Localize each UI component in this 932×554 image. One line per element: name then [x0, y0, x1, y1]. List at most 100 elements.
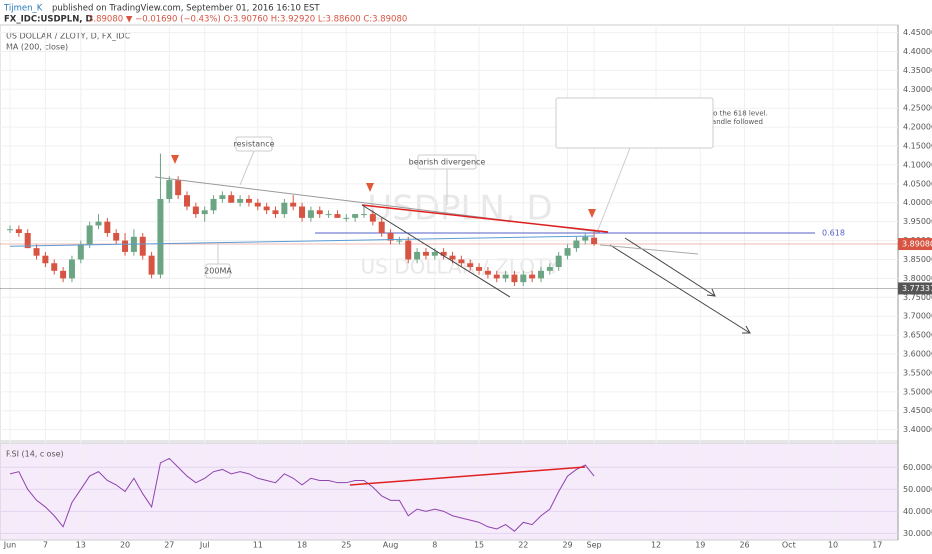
candle-body: [237, 198, 244, 203]
candle-body: [582, 236, 589, 241]
candle-body: [573, 240, 580, 249]
x-tick-label: Jul: [199, 541, 210, 550]
candle-body: [15, 229, 22, 233]
candle-body: [405, 240, 412, 260]
candle-body: [77, 244, 84, 260]
ma-line: [9, 235, 595, 247]
candle-body: [7, 229, 13, 231]
candle-body: [440, 251, 447, 256]
y-tick-label: 3.85000: [903, 255, 932, 264]
candle-body: [564, 248, 571, 256]
candle-body: [538, 270, 544, 279]
candle-body: [378, 221, 385, 233]
candle-body: [316, 210, 323, 215]
arrow-line: [624, 237, 716, 297]
candle-body: [104, 221, 111, 233]
candle-body: [431, 251, 438, 256]
y-tick-label: 3.70000: [903, 312, 932, 321]
candle-body: [33, 248, 40, 256]
candle-body: [387, 233, 394, 241]
y-tick-label: 4.00000: [903, 198, 932, 207]
candle-body: [51, 263, 58, 271]
main-legend: US DOLLAR / ZLOTY, D, FX_IDC: [6, 32, 131, 41]
x-tick-label: 8: [432, 541, 437, 550]
y-tick-label: 30.0000: [903, 529, 932, 538]
x-tick-label: 13: [76, 541, 86, 550]
rsi-pane: [0, 442, 899, 541]
y-tick-label: 4.05000: [903, 179, 932, 188]
annotation: bearish divergence: [409, 158, 486, 167]
annotation: resistance: [233, 140, 274, 149]
candle-body: [334, 214, 341, 218]
x-tick-label: 20: [120, 541, 130, 550]
x-tick-label: 22: [518, 541, 528, 550]
candle-body: [148, 255, 155, 275]
candle-body: [166, 180, 173, 199]
ma-legend: MA (200, close): [6, 43, 68, 52]
y-tick-label: 4.10000: [903, 160, 932, 169]
x-tick-label: 26: [739, 541, 749, 550]
candle-body: [458, 259, 465, 264]
y-tick-label: 4.35000: [903, 66, 932, 75]
rsi-divergence-line: [349, 466, 586, 486]
x-tick-label: Oct: [782, 541, 796, 550]
candle-body: [219, 195, 226, 199]
candle-body: [281, 202, 288, 215]
annotation: 200MA: [204, 267, 232, 276]
y-tick-label: 4.45000: [903, 28, 932, 37]
price-label: 3.89080: [902, 240, 932, 249]
y-tick-label: 60.0000: [903, 463, 932, 472]
x-tick-label: 17: [872, 541, 882, 550]
candle-body: [228, 195, 235, 203]
y-tick-label: 3.95000: [903, 217, 932, 226]
author[interactable]: Tijmen_K: [3, 4, 43, 14]
candle-body: [396, 240, 403, 242]
x-tick-label: 11: [253, 541, 263, 550]
candle-body: [555, 255, 562, 268]
arrow-head: [706, 288, 716, 297]
price-label: 3.77337: [902, 284, 932, 293]
y-tick-label: 3.65000: [903, 331, 932, 340]
candle-body: [95, 221, 102, 226]
x-tick-label: 18: [297, 541, 307, 550]
candle-body: [343, 217, 350, 219]
x-tick-label: 19: [695, 541, 705, 550]
candle-body: [484, 270, 491, 275]
candle-body: [272, 210, 279, 215]
y-tick-label: 50.0000: [903, 485, 932, 494]
published: published on TradingView.com, September …: [52, 4, 320, 14]
y-tick-label: 4.30000: [903, 85, 932, 94]
x-tick-label: 7: [43, 541, 48, 550]
candle-body: [210, 198, 217, 211]
y-tick-label: 3.60000: [903, 350, 932, 359]
candle-body: [175, 180, 182, 196]
candle-body: [68, 259, 75, 279]
arrow-line: [361, 204, 511, 298]
y-tick-label: 4.20000: [903, 123, 932, 132]
trend-line: [599, 244, 699, 255]
candle-body: [24, 233, 31, 249]
y-tick-label: 4.15000: [903, 142, 932, 151]
candle-body: [290, 202, 297, 207]
x-tick-label: Sep: [587, 541, 602, 550]
candle-body: [184, 195, 190, 207]
candle-body: [422, 251, 429, 256]
x-tick-label: 12: [651, 541, 661, 550]
candle-body: [352, 214, 359, 218]
candle-body: [449, 255, 456, 260]
x-tick-label: 25: [341, 541, 351, 550]
candle-body: [546, 267, 553, 271]
x-tick-label: 15: [474, 541, 484, 550]
candle-body: [42, 255, 49, 264]
candle-body: [245, 198, 252, 203]
candle-body: [157, 198, 164, 275]
candle-body: [591, 237, 598, 245]
y-tick-label: 4.25000: [903, 104, 932, 113]
x-tick-label: Jun: [3, 541, 17, 550]
fib-label: 0.618: [822, 229, 845, 238]
down-arrow: [588, 209, 596, 218]
note-box: [555, 97, 714, 149]
arrow-head: [742, 325, 751, 334]
drawings: resistance bearish divergence 200MA: [154, 97, 751, 486]
